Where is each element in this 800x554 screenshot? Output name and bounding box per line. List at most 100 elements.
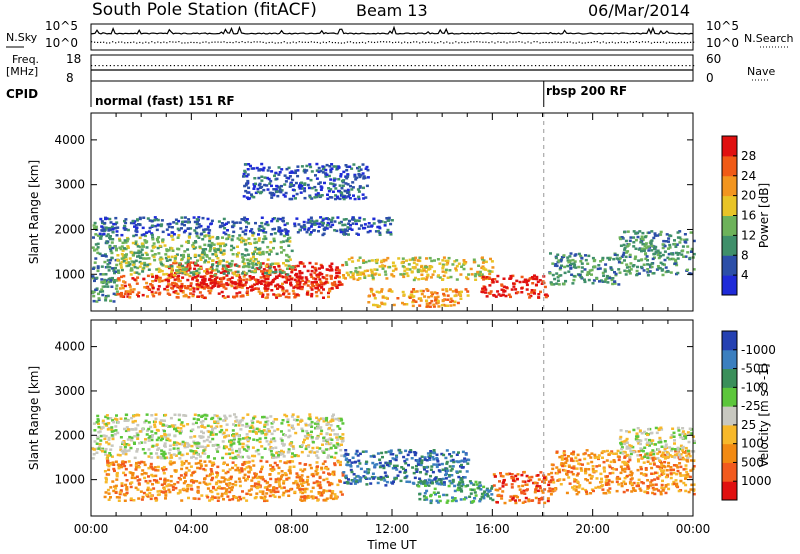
data-cell — [154, 291, 158, 294]
data-cell — [659, 255, 663, 258]
data-cell — [177, 279, 181, 283]
data-cell — [411, 300, 415, 304]
data-cell — [464, 261, 468, 264]
data-cell — [136, 437, 140, 440]
data-cell — [394, 268, 398, 271]
data-cell — [653, 234, 657, 237]
data-cell — [524, 278, 527, 281]
data-cell — [668, 246, 672, 249]
data-cell — [191, 278, 195, 281]
nave-point — [606, 65, 608, 67]
data-cell — [401, 257, 405, 260]
data-cell — [209, 279, 213, 282]
data-cell — [319, 281, 323, 285]
nsearch-point — [683, 42, 686, 44]
data-cell — [220, 277, 224, 280]
nsearch-point — [584, 42, 586, 44]
data-cell — [325, 489, 329, 493]
data-cell — [285, 289, 289, 293]
nave-point — [561, 65, 563, 67]
data-cell — [147, 466, 151, 470]
data-cell — [103, 495, 107, 499]
data-cell — [164, 494, 168, 497]
data-cell — [125, 239, 129, 243]
data-cell — [258, 169, 261, 172]
data-cell — [428, 458, 432, 461]
data-cell — [355, 222, 358, 226]
nave-point — [647, 65, 650, 67]
data-cell — [263, 283, 267, 286]
data-cell — [130, 268, 134, 272]
data-cell — [340, 454, 344, 457]
data-cell — [136, 433, 140, 437]
data-cell — [156, 490, 160, 493]
nsearch-point — [181, 42, 183, 44]
data-cell — [605, 274, 609, 278]
data-cell — [277, 264, 281, 268]
data-cell — [349, 276, 353, 279]
data-cell — [650, 244, 654, 248]
nsearch-point — [388, 41, 391, 43]
data-cell — [472, 260, 476, 264]
data-cell — [136, 266, 140, 270]
data-cell — [220, 492, 224, 496]
data-cell — [208, 277, 212, 281]
data-cell — [246, 290, 249, 293]
data-cell — [277, 466, 281, 470]
data-cell — [120, 245, 124, 248]
data-cell — [283, 174, 287, 177]
data-cell — [231, 429, 235, 432]
data-cell — [357, 233, 360, 236]
data-cell — [262, 270, 266, 274]
data-cell — [137, 465, 141, 469]
data-cell — [397, 257, 401, 260]
data-cell — [606, 256, 610, 260]
data-cell — [353, 477, 357, 480]
data-cell — [178, 491, 182, 494]
data-cell — [104, 453, 108, 456]
data-cell — [154, 224, 158, 228]
data-cell — [165, 424, 169, 427]
data-cell — [211, 472, 214, 476]
data-cell — [231, 253, 235, 256]
data-cell — [549, 252, 552, 255]
data-cell — [241, 446, 245, 449]
data-cell — [92, 236, 95, 239]
nsearch-point — [521, 41, 523, 43]
data-cell — [231, 466, 234, 470]
data-cell — [664, 240, 668, 243]
data-cell — [123, 254, 127, 257]
data-cell — [505, 286, 509, 289]
data-cell — [123, 473, 127, 477]
nave-point — [177, 65, 179, 67]
data-cell — [107, 422, 111, 425]
data-cell — [632, 245, 636, 248]
data-cell — [92, 453, 96, 456]
data-cell — [449, 275, 453, 279]
data-cell — [317, 170, 321, 174]
data-cell — [135, 432, 139, 435]
data-cell — [325, 173, 329, 176]
data-cell — [236, 499, 240, 502]
nsearch-point — [554, 41, 556, 43]
data-cell — [327, 174, 331, 178]
data-cell — [139, 490, 143, 493]
data-cell — [348, 197, 352, 200]
data-cell — [269, 440, 273, 444]
data-cell — [222, 249, 226, 252]
data-cell — [342, 274, 345, 277]
data-cell — [119, 436, 123, 439]
data-cell — [490, 270, 494, 273]
data-cell — [421, 267, 425, 270]
nave-point — [508, 65, 510, 67]
data-cell — [287, 166, 291, 170]
data-cell — [193, 275, 197, 279]
data-cell — [159, 419, 163, 422]
data-cell — [324, 168, 328, 172]
data-cell — [344, 228, 347, 231]
data-cell — [168, 461, 172, 465]
data-cell — [354, 267, 358, 270]
data-cell — [273, 495, 277, 498]
data-cell — [115, 471, 119, 475]
data-cell — [459, 297, 463, 300]
